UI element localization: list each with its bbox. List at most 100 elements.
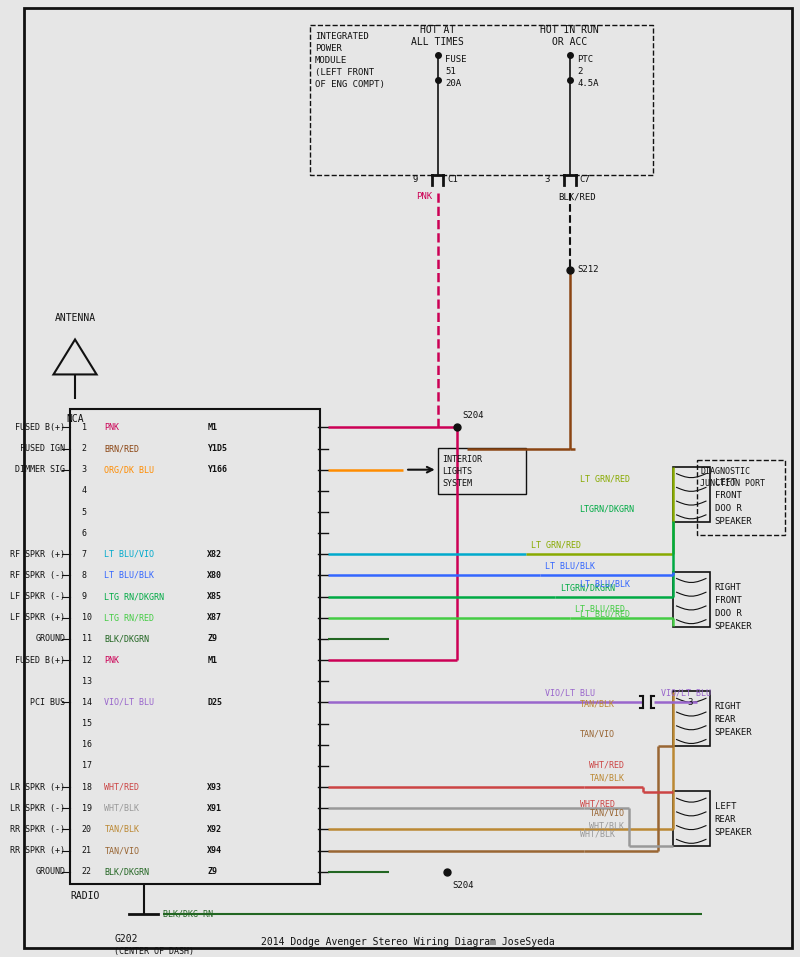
Text: BLK/DKGRN: BLK/DKGRN — [105, 634, 150, 643]
Text: S204: S204 — [462, 411, 483, 420]
Text: LF SPKR (+): LF SPKR (+) — [10, 613, 66, 622]
Text: LT GRN/RED: LT GRN/RED — [530, 541, 581, 550]
Text: POWER: POWER — [315, 44, 342, 54]
Text: RIGHT: RIGHT — [714, 702, 742, 711]
Text: LT BLU/BLK: LT BLU/BLK — [546, 562, 595, 571]
Text: SPEAKER: SPEAKER — [714, 828, 752, 837]
Text: WHT/BLK: WHT/BLK — [105, 804, 139, 812]
Text: (LEFT FRONT: (LEFT FRONT — [315, 68, 374, 78]
Text: TAN/VIO: TAN/VIO — [579, 729, 614, 739]
Text: RF SPKR (-): RF SPKR (-) — [10, 571, 66, 580]
Text: FRONT: FRONT — [714, 595, 742, 605]
Text: BLK/DKGRN: BLK/DKGRN — [105, 867, 150, 877]
Text: TAN/VIO: TAN/VIO — [590, 809, 624, 817]
Text: WHT/BLK: WHT/BLK — [590, 822, 624, 831]
Text: 15: 15 — [82, 719, 92, 728]
Text: WHT/BLK: WHT/BLK — [579, 830, 614, 838]
Bar — [673, 467, 710, 522]
Text: 19: 19 — [82, 804, 92, 812]
Text: PCI BUS: PCI BUS — [30, 698, 66, 707]
Text: VIO/LT BLU: VIO/LT BLU — [546, 689, 595, 698]
Text: 5: 5 — [82, 507, 87, 517]
Text: Z9: Z9 — [207, 634, 218, 643]
Text: REAR: REAR — [714, 815, 736, 824]
Text: S204: S204 — [452, 881, 474, 890]
Text: PTC: PTC — [578, 56, 594, 64]
Text: 20: 20 — [82, 825, 92, 834]
Text: Z9: Z9 — [207, 867, 218, 877]
Text: SPEAKER: SPEAKER — [714, 728, 752, 738]
Text: RIGHT: RIGHT — [714, 583, 742, 591]
Text: 11: 11 — [82, 634, 92, 643]
Text: RF SPKR (+): RF SPKR (+) — [10, 550, 66, 559]
Text: 2: 2 — [578, 67, 583, 77]
Text: ANTENNA: ANTENNA — [54, 313, 95, 323]
Text: SPEAKER: SPEAKER — [714, 517, 752, 525]
Bar — [70, 410, 320, 883]
Text: PNK: PNK — [105, 423, 119, 432]
Text: 7: 7 — [82, 550, 87, 559]
Text: HOT IN RUN: HOT IN RUN — [540, 25, 599, 35]
Text: 2: 2 — [82, 444, 87, 453]
Bar — [310, 25, 653, 175]
Text: 14: 14 — [82, 698, 92, 707]
Text: 1: 1 — [82, 423, 87, 432]
Text: TAN/BLK: TAN/BLK — [579, 700, 614, 708]
Text: DIMMER SIG: DIMMER SIG — [15, 465, 66, 474]
Text: SPEAKER: SPEAKER — [714, 621, 752, 631]
Text: 18: 18 — [82, 783, 92, 791]
Text: 3: 3 — [82, 465, 87, 474]
Text: LF SPKR (-): LF SPKR (-) — [10, 592, 66, 601]
Text: LTG RN/RED: LTG RN/RED — [105, 613, 154, 622]
Text: FUSED B(+): FUSED B(+) — [15, 656, 66, 664]
Text: TAN/BLK: TAN/BLK — [105, 825, 139, 834]
Text: LR SPKR (+): LR SPKR (+) — [10, 783, 66, 791]
Text: OF ENG COMPT): OF ENG COMPT) — [315, 80, 385, 89]
Text: VIO/LT BLU: VIO/LT BLU — [661, 689, 711, 698]
Text: OR ACC: OR ACC — [552, 37, 587, 47]
Text: 3: 3 — [687, 698, 692, 707]
Text: X91: X91 — [207, 804, 222, 812]
Text: LT BLU/RED: LT BLU/RED — [574, 604, 625, 613]
Text: X80: X80 — [207, 571, 222, 580]
Text: 9: 9 — [82, 592, 87, 601]
Text: LTG RN/DKGRN: LTG RN/DKGRN — [105, 592, 165, 601]
Text: RADIO: RADIO — [70, 891, 99, 901]
Text: FUSED IGN: FUSED IGN — [20, 444, 66, 453]
Text: 2014 Dodge Avenger Stereo Wiring Diagram JoseSyeda: 2014 Dodge Avenger Stereo Wiring Diagram… — [262, 937, 555, 946]
Text: M1: M1 — [207, 423, 218, 432]
Text: S212: S212 — [578, 265, 599, 274]
Text: LT BLU/RED: LT BLU/RED — [579, 610, 630, 618]
Text: 17: 17 — [82, 762, 92, 770]
Bar — [673, 571, 710, 627]
Text: LEFT: LEFT — [714, 802, 736, 812]
Text: D25: D25 — [207, 698, 222, 707]
Text: 21: 21 — [82, 846, 92, 855]
Text: LT BLU/BLK: LT BLU/BLK — [105, 571, 154, 580]
Text: 13: 13 — [82, 677, 92, 686]
Text: 4.5A: 4.5A — [578, 79, 599, 88]
Text: ORG/DK BLU: ORG/DK BLU — [105, 465, 154, 474]
Bar — [673, 791, 710, 846]
Text: 12: 12 — [82, 656, 92, 664]
Text: 22: 22 — [82, 867, 92, 877]
Text: Y166: Y166 — [207, 465, 227, 474]
Text: WHT/RED: WHT/RED — [105, 783, 139, 791]
Text: C7: C7 — [579, 175, 590, 185]
Text: 16: 16 — [82, 741, 92, 749]
Text: 51: 51 — [446, 67, 456, 77]
Text: FUSED B(+): FUSED B(+) — [15, 423, 66, 432]
Text: REAR: REAR — [714, 716, 736, 724]
Text: LTGRN/DKGRN: LTGRN/DKGRN — [579, 504, 634, 514]
Text: FUSE: FUSE — [446, 56, 467, 64]
Text: LT BLU/VIO: LT BLU/VIO — [105, 550, 154, 559]
Text: X94: X94 — [207, 846, 222, 855]
Text: INTERIOR: INTERIOR — [442, 456, 482, 464]
Text: DOO R: DOO R — [714, 503, 742, 513]
Bar — [697, 459, 786, 535]
Text: C1: C1 — [447, 175, 458, 185]
Text: LEFT: LEFT — [714, 478, 736, 487]
Text: X82: X82 — [207, 550, 222, 559]
Text: DIAGNOSTIC: DIAGNOSTIC — [700, 467, 750, 477]
Text: JUNCTION PORT: JUNCTION PORT — [700, 479, 765, 488]
